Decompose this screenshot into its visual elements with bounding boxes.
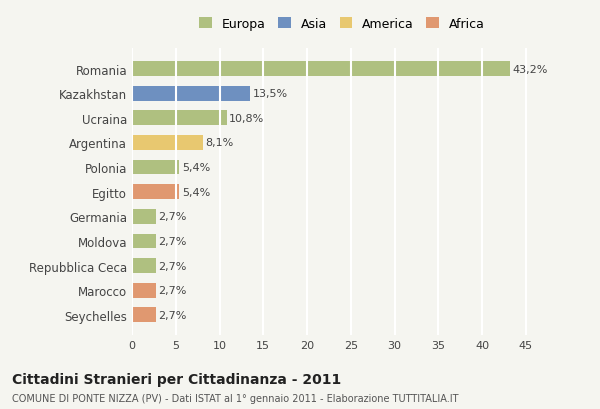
Bar bbox=[132, 234, 155, 249]
Text: 2,7%: 2,7% bbox=[158, 236, 187, 246]
Text: 2,7%: 2,7% bbox=[158, 285, 187, 295]
Text: COMUNE DI PONTE NIZZA (PV) - Dati ISTAT al 1° gennaio 2011 - Elaborazione TUTTIT: COMUNE DI PONTE NIZZA (PV) - Dati ISTAT … bbox=[12, 393, 458, 402]
Bar bbox=[132, 160, 179, 175]
Bar bbox=[132, 87, 250, 101]
Bar bbox=[132, 283, 155, 298]
Text: 8,1%: 8,1% bbox=[205, 138, 234, 148]
Bar bbox=[132, 258, 155, 273]
Bar bbox=[132, 308, 155, 322]
Legend: Europa, Asia, America, Africa: Europa, Asia, America, Africa bbox=[199, 18, 485, 31]
Text: Cittadini Stranieri per Cittadinanza - 2011: Cittadini Stranieri per Cittadinanza - 2… bbox=[12, 372, 341, 386]
Bar bbox=[132, 136, 203, 151]
Text: 5,4%: 5,4% bbox=[182, 163, 210, 173]
Text: 2,7%: 2,7% bbox=[158, 212, 187, 222]
Bar bbox=[132, 111, 227, 126]
Text: 43,2%: 43,2% bbox=[512, 65, 548, 74]
Text: 5,4%: 5,4% bbox=[182, 187, 210, 197]
Bar bbox=[132, 209, 155, 224]
Bar bbox=[132, 185, 179, 200]
Text: 2,7%: 2,7% bbox=[158, 261, 187, 271]
Bar bbox=[132, 62, 510, 77]
Text: 13,5%: 13,5% bbox=[253, 89, 288, 99]
Text: 10,8%: 10,8% bbox=[229, 114, 265, 124]
Text: 2,7%: 2,7% bbox=[158, 310, 187, 320]
